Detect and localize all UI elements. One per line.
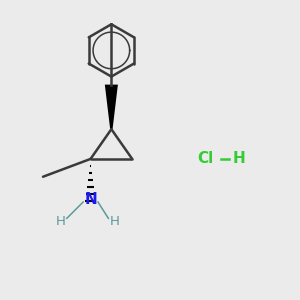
- Text: H: H: [233, 152, 245, 166]
- Polygon shape: [105, 85, 118, 129]
- Text: H: H: [110, 215, 119, 228]
- Text: Cl: Cl: [197, 152, 213, 166]
- Text: H: H: [56, 215, 66, 228]
- Text: N: N: [84, 191, 97, 206]
